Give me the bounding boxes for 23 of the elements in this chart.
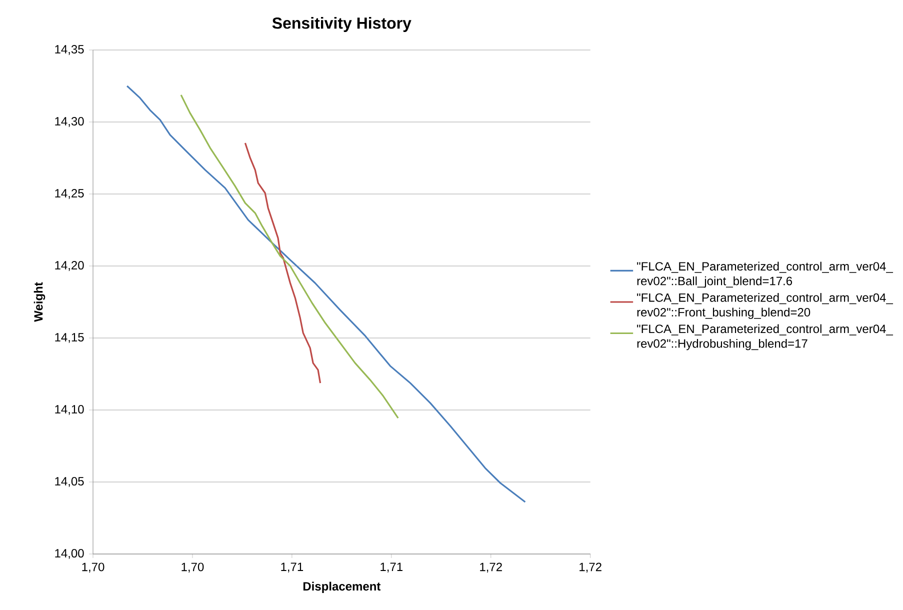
y-tick-label: 14,05 bbox=[55, 477, 84, 487]
y-tick-label: 14,35 bbox=[55, 45, 84, 55]
line-series bbox=[180, 94, 399, 419]
x-tick-label: 1,70 bbox=[82, 562, 104, 573]
chart-title: Sensitivity History bbox=[272, 17, 412, 32]
x-tick-label: 1,71 bbox=[380, 562, 402, 572]
y-tick-label: 14,10 bbox=[55, 405, 84, 415]
y-tick-label: 14,00 bbox=[55, 549, 84, 559]
legend-label: "FLCA_EN_Parameterized_control_arm_ver04_rev02"::Hydrobushing_blend=17 bbox=[637, 324, 894, 350]
y-tick-label: 14,20 bbox=[55, 261, 84, 271]
y-tick-label: 14,30 bbox=[55, 117, 84, 127]
legend-label: "FLCA_EN_Parameterized_control_arm_ver04_rev02"::Ball_joint_blend=17.6 bbox=[637, 262, 894, 288]
y-tick-label: 14,25 bbox=[55, 189, 84, 199]
x-tick-label: 1,72 bbox=[580, 562, 602, 573]
x-tick-label: 1,72 bbox=[480, 562, 502, 573]
line-series bbox=[244, 142, 322, 384]
x-tick-label: 1,71 bbox=[281, 562, 304, 572]
y-tick-label: 14,15 bbox=[55, 333, 84, 343]
legend-label: "FLCA_EN_Parameterized_control_arm_ver04_rev02"::Front_bushing_blend=20 bbox=[637, 293, 894, 319]
y-axis-title: Weight bbox=[34, 282, 46, 322]
x-tick-label: 1,70 bbox=[182, 562, 204, 573]
line-series bbox=[126, 85, 526, 503]
x-axis-title: Displacement bbox=[303, 582, 381, 593]
